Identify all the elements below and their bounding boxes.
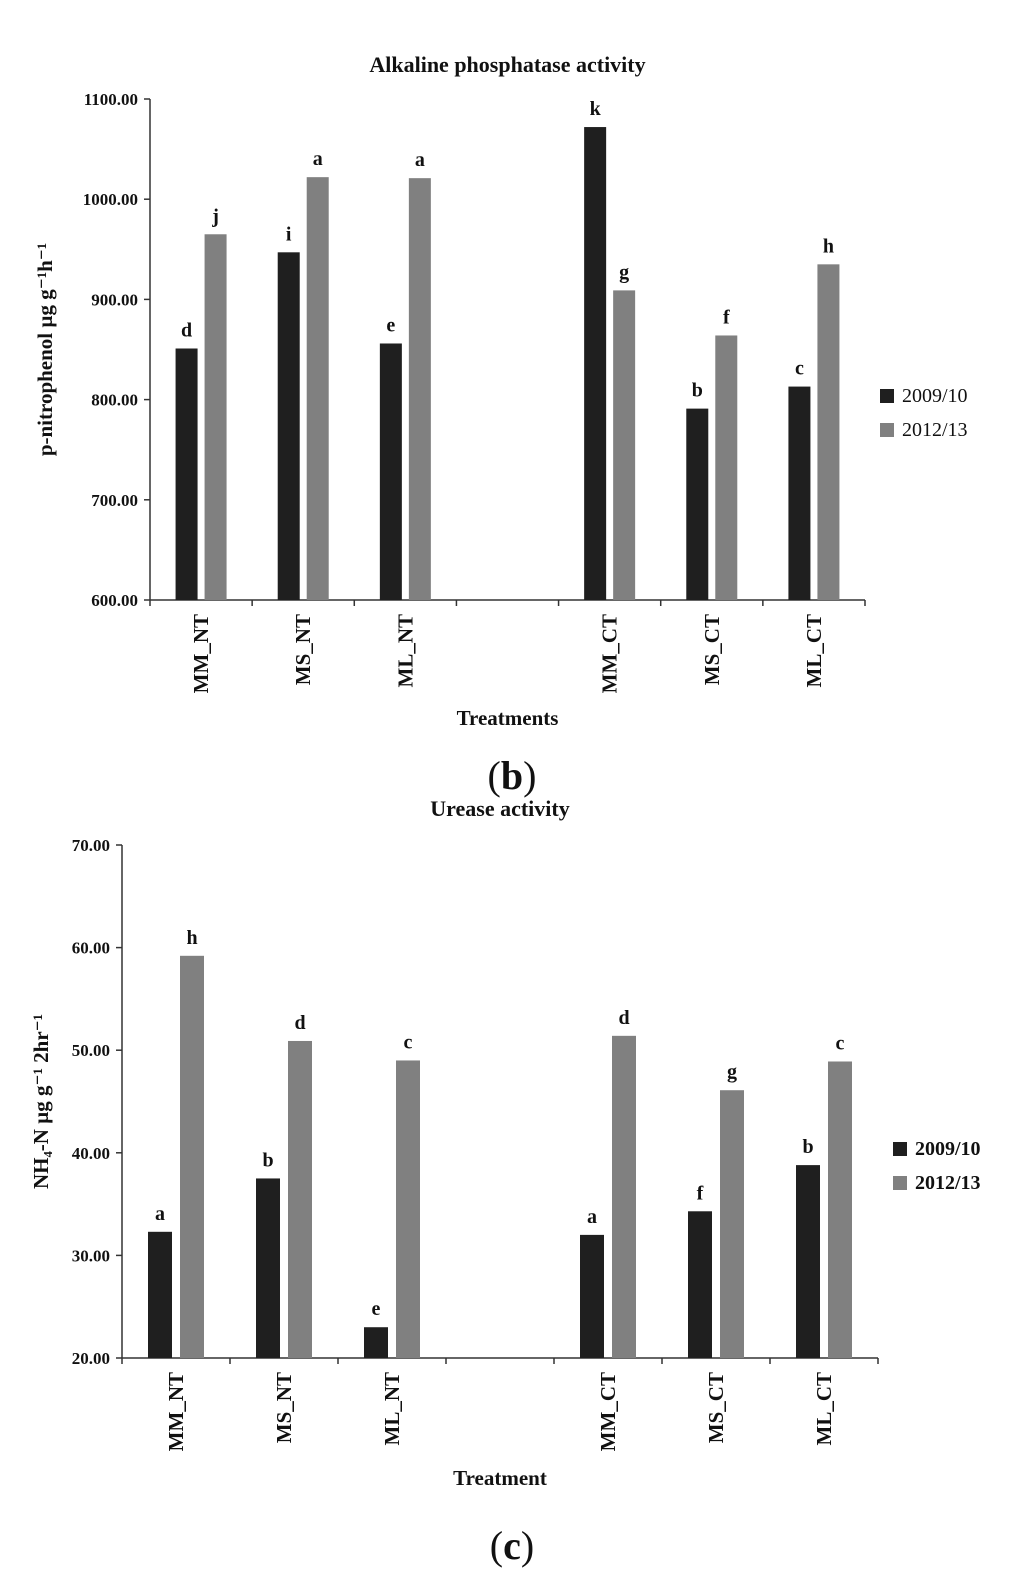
chart2-legend-label: 2009/10 bbox=[915, 1138, 981, 1160]
chart1-bar-2012-13 bbox=[204, 234, 227, 600]
chart1-x-axis-label: Treatments bbox=[457, 706, 559, 730]
chart2-bar-2012-13 bbox=[612, 1035, 636, 1358]
chart2-y-tick-label: 30.00 bbox=[72, 1246, 110, 1265]
chart2-y-axis-label: NH₄-N µg g⁻¹ 2hr⁻¹ bbox=[29, 1014, 53, 1189]
chart2-x-tick-label: MS_CT bbox=[704, 1372, 728, 1443]
chart2-bar-label: b bbox=[802, 1136, 813, 1158]
chart1-bar-label: a bbox=[313, 148, 323, 170]
chart1-x-tick-label: MS_NT bbox=[291, 614, 315, 685]
chart2-bar-label: e bbox=[372, 1298, 381, 1320]
chart1-legend-label: 2009/10 bbox=[902, 385, 968, 407]
chart2-x-tick-label: MM_NT bbox=[164, 1372, 188, 1451]
chart1-x-tick-label: ML_CT bbox=[802, 614, 826, 688]
chart1-bar-label: i bbox=[286, 223, 292, 245]
chart1-y-tick-label: 700.00 bbox=[91, 491, 138, 510]
chart1-bar-2009-10 bbox=[584, 127, 607, 600]
chart1-legend-swatch bbox=[880, 423, 894, 437]
chart2-bar-label: c bbox=[404, 1031, 413, 1053]
chart1-bar-2012-13 bbox=[306, 177, 329, 600]
chart1-y-tick-label: 600.00 bbox=[91, 591, 138, 610]
chart1-x-tick-label: MM_CT bbox=[598, 614, 622, 693]
chart2-bar-2009-10 bbox=[580, 1234, 604, 1358]
chart1-legend-swatch bbox=[880, 389, 894, 403]
chart2-x-axis-label: Treatment bbox=[453, 1466, 547, 1490]
chart1-bar-label: a bbox=[415, 149, 425, 171]
chart2-x-tick-label: MS_NT bbox=[272, 1372, 296, 1443]
chart2-bar-2012-13 bbox=[396, 1060, 420, 1358]
chart1-y-axis-label: p-nitrophenol µg g⁻¹h⁻¹ bbox=[33, 243, 57, 456]
chart1-y-tick-label: 800.00 bbox=[91, 391, 138, 410]
chart2-bar-2009-10 bbox=[796, 1165, 820, 1358]
chart2-bar-2012-13 bbox=[180, 955, 204, 1358]
chart2-x-tick-label: MM_CT bbox=[596, 1372, 620, 1451]
chart1-y-tick-label: 900.00 bbox=[91, 290, 138, 309]
chart2-bar-2012-13 bbox=[828, 1061, 852, 1358]
chart1-x-tick-label: MM_NT bbox=[189, 614, 213, 693]
chart2-bar-2009-10 bbox=[364, 1327, 388, 1358]
chart2-bar-label: d bbox=[618, 1007, 629, 1029]
chart1-bar-label: b bbox=[692, 380, 703, 402]
chart2-bar-label: f bbox=[697, 1182, 704, 1204]
chart1-bar-label: j bbox=[211, 205, 219, 227]
chart2-bar-2009-10 bbox=[688, 1211, 712, 1358]
chart2-legend-swatch bbox=[893, 1176, 907, 1190]
chart1-bar-2009-10 bbox=[175, 348, 198, 600]
chart2-y-tick-label: 70.00 bbox=[72, 836, 110, 855]
chart1-bar-label: f bbox=[723, 306, 730, 328]
chart2-bar-2009-10 bbox=[256, 1178, 280, 1358]
chart1-bar-2012-13 bbox=[715, 335, 738, 600]
chart1-bar-2012-13 bbox=[817, 264, 840, 600]
chart1-y-tick-label: 1100.00 bbox=[84, 90, 138, 109]
chart1-bar-label: d bbox=[181, 319, 192, 341]
chart1-bar-label: c bbox=[795, 358, 804, 380]
chart1-bar-2012-13 bbox=[613, 290, 636, 600]
chart2-bar-label: h bbox=[186, 927, 197, 949]
chart2-y-tick-label: 40.00 bbox=[72, 1144, 110, 1163]
panel-caption-b: (b) bbox=[487, 753, 537, 798]
chart1-bar-label: g bbox=[619, 261, 629, 283]
chart1-bar-label: h bbox=[823, 235, 834, 257]
chart2-bar-label: a bbox=[587, 1206, 597, 1228]
chart2-y-tick-label: 20.00 bbox=[72, 1349, 110, 1368]
chart2-y-tick-label: 60.00 bbox=[72, 939, 110, 958]
chart1-bar-2009-10 bbox=[277, 252, 300, 600]
chart2-x-tick-label: ML_CT bbox=[812, 1372, 836, 1446]
chart2-legend-label: 2012/13 bbox=[915, 1172, 981, 1194]
chart2-bar-2012-13 bbox=[720, 1090, 744, 1358]
chart2-x-tick-label: ML_NT bbox=[380, 1372, 404, 1446]
chart2-bar-2009-10 bbox=[148, 1231, 172, 1358]
chart2-bar-label: d bbox=[294, 1012, 305, 1034]
chart2-legend-swatch bbox=[893, 1142, 907, 1156]
chart1-bar-2012-13 bbox=[408, 178, 431, 600]
chart1-bar-label: k bbox=[590, 98, 602, 120]
chart2-bar-label: b bbox=[262, 1149, 273, 1171]
chart2-title: Urease activity bbox=[430, 796, 570, 821]
chart1-title: Alkaline phosphatase activity bbox=[369, 52, 645, 77]
chart1-x-tick-label: MS_CT bbox=[700, 614, 724, 685]
chart1-legend-label: 2012/13 bbox=[902, 419, 968, 441]
chart2-y-tick-label: 50.00 bbox=[72, 1041, 110, 1060]
chart1-bar-2009-10 bbox=[788, 386, 811, 600]
chart1-y-tick-label: 1000.00 bbox=[83, 190, 138, 209]
chart2-bar-label: a bbox=[155, 1203, 165, 1225]
chart1-x-tick-label: ML_NT bbox=[393, 614, 417, 688]
chart1-bar-2009-10 bbox=[379, 343, 402, 600]
chart1-bar-2009-10 bbox=[686, 408, 709, 600]
chart2-bar-label: c bbox=[836, 1032, 845, 1054]
panel-caption-c: (c) bbox=[489, 1523, 535, 1568]
chart2-bar-label: g bbox=[727, 1061, 737, 1083]
chart2-bar-2012-13 bbox=[288, 1040, 312, 1358]
chart1-bar-label: e bbox=[386, 314, 395, 336]
